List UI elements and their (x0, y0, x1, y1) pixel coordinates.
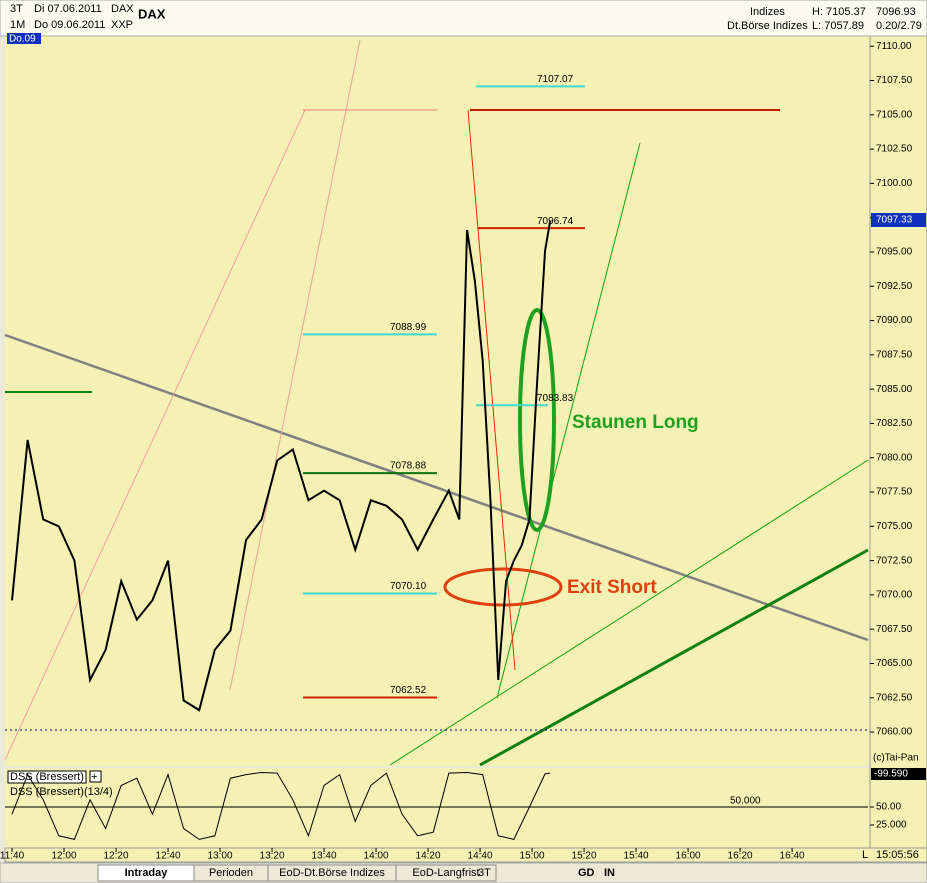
x-tick-label: 16:40 (780, 851, 805, 862)
y-tick-label: 7072.50 (876, 555, 913, 566)
y-tick-label: 7092.50 (876, 281, 913, 292)
market: Dt.Börse Indizes (727, 20, 808, 32)
period: 3T (10, 3, 23, 15)
x-tick-label: 15:40 (624, 851, 649, 862)
x-tick-label: 16:20 (728, 851, 753, 862)
y-tick-label: 7062.50 (876, 692, 913, 703)
x-tick-label: 12:20 (104, 851, 129, 862)
day-tag-bg (7, 33, 41, 44)
osc-title: DSS (Bressert) (10, 771, 84, 783)
y-tick-label: 7100.00 (876, 178, 913, 189)
tab-label: Intraday (125, 867, 169, 879)
y-tick-label: 25.000 (876, 820, 907, 831)
last: 7096.93 (876, 6, 916, 18)
y-tick-label: 7077.50 (876, 487, 913, 498)
trend-line (4, 333, 869, 642)
x-tick-label: 14:00 (364, 851, 389, 862)
x-axis-area (4, 847, 927, 863)
annotation: Staunen Long (572, 412, 699, 433)
x-tick-label: 12:00 (52, 851, 77, 862)
day-tag: Do.09 (9, 34, 36, 45)
last-value: -99.590 (874, 769, 908, 780)
series-line (11, 220, 552, 712)
level-label: 7070.10 (390, 581, 427, 592)
tab[interactable] (395, 864, 497, 882)
y-tick-label: 50.00 (876, 802, 901, 813)
last-price: 7097.33 (876, 215, 913, 226)
y-axis-area (869, 35, 927, 849)
symbol-code: DAX (111, 3, 134, 15)
y-tick-label: 7067.50 (876, 624, 913, 635)
x-tick-label: 13:20 (260, 851, 285, 862)
y-tick-label: 7060.00 (876, 727, 913, 738)
x-tick-label: 13:40 (312, 851, 337, 862)
level-label: 7078.88 (390, 461, 427, 472)
copyright: (c)Tai-Pan (873, 753, 919, 764)
x-tick-label: 13:00 (208, 851, 233, 862)
scale-mode: L (862, 849, 868, 861)
toolbar-button[interactable]: GD (578, 867, 595, 879)
tab-label: EoD-Langfrist (412, 867, 479, 879)
trend-line (4, 109, 306, 761)
trend-line (229, 39, 361, 691)
annotation: Exit Short (567, 577, 657, 598)
add-icon: + (91, 771, 97, 783)
x-tick-label: 11:40 (0, 851, 25, 862)
x-tick-label: 12:40 (156, 851, 181, 862)
y-tick-label: 7065.00 (876, 658, 913, 669)
x-tick-label: 14:20 (416, 851, 441, 862)
y-tick-label: 7105.00 (876, 109, 913, 120)
last-price-box (871, 213, 926, 228)
y-tick-label: 7090.00 (876, 315, 913, 326)
level-label: 7062.52 (390, 685, 427, 696)
change: 0.20/2.79 (876, 20, 922, 32)
y-tick-label: 7075.00 (876, 521, 913, 532)
date-to: Do 09.06.2011 (34, 19, 105, 31)
group: Indizes (750, 6, 785, 18)
level-label: 7083.83 (537, 393, 574, 404)
x-tick-label: 14:40 (468, 851, 493, 862)
y-tick-label: 7070.00 (876, 590, 913, 601)
x-tick-label: 16:00 (676, 851, 701, 862)
level-label: 7107.07 (537, 74, 574, 85)
add-button[interactable] (89, 770, 102, 783)
tab-label: Perioden (209, 867, 253, 879)
date-from: Di 07.06.2011 (34, 3, 102, 15)
symbol-name: DAX (138, 6, 166, 21)
y-tick-label: 7082.50 (876, 418, 913, 429)
reference-label: 50.000 (730, 796, 761, 807)
exchange: XXP (111, 19, 133, 31)
y-tick-label: 7080.00 (876, 452, 913, 463)
header (0, 0, 927, 37)
y-tick-label: 7085.00 (876, 384, 913, 395)
trend-line (479, 548, 869, 767)
x-tick-label: 15:00 (520, 851, 545, 862)
highlight-ellipse (443, 567, 563, 607)
highlight-ellipse (518, 308, 556, 532)
y-tick-label: 7087.50 (876, 350, 913, 361)
low: L: 7057.89 (812, 20, 864, 32)
period-select: 3T (478, 867, 491, 879)
y-tick-label: 7107.50 (876, 75, 913, 86)
high: H: 7105.37 (812, 6, 866, 18)
level-label: 7096.74 (537, 216, 574, 227)
last-value-box (871, 768, 926, 780)
y-tick-label: 7095.00 (876, 247, 913, 258)
trend-line (389, 459, 869, 766)
osc-subtitle: DSS (Bressert)(13/4) (10, 786, 113, 798)
tab-label: EoD-Dt.Börse Indizes (279, 867, 385, 879)
clock: 15:05:56 (876, 849, 919, 861)
level-label: 7088.99 (390, 322, 427, 333)
y-tick-label: 7110.00 (876, 41, 912, 52)
osc-panel (5, 768, 870, 848)
range: 1M (10, 19, 25, 31)
y-tick-label: 7102.50 (876, 144, 913, 155)
x-tick-label: 15:20 (572, 851, 597, 862)
series-line (11, 771, 551, 840)
toolbar-button[interactable]: IN (604, 867, 615, 879)
price-panel (5, 36, 870, 766)
